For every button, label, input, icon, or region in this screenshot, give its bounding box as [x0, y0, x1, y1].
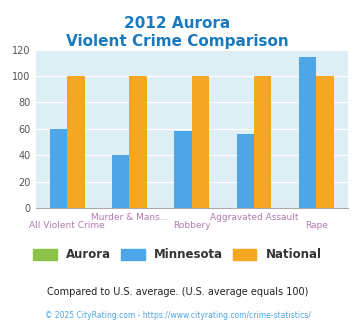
Text: Robbery: Robbery [173, 221, 211, 230]
Text: Murder & Mans...: Murder & Mans... [91, 213, 168, 222]
Text: Violent Crime Comparison: Violent Crime Comparison [66, 34, 289, 49]
Bar [236, 134, 254, 208]
Text: Aggravated Assault: Aggravated Assault [210, 213, 299, 222]
Text: © 2025 CityRating.com - https://www.cityrating.com/crime-statistics/: © 2025 CityRating.com - https://www.city… [45, 311, 310, 320]
Bar [316, 76, 334, 208]
Bar [174, 131, 192, 208]
Bar [130, 76, 147, 208]
Bar [254, 76, 272, 208]
Text: Compared to U.S. average. (U.S. average equals 100): Compared to U.S. average. (U.S. average … [47, 287, 308, 297]
Text: 2012 Aurora: 2012 Aurora [124, 16, 231, 31]
Bar [67, 76, 84, 208]
Text: Rape: Rape [305, 221, 328, 230]
Bar [192, 76, 209, 208]
Bar [112, 155, 130, 208]
Text: All Violent Crime: All Violent Crime [29, 221, 105, 230]
Bar [50, 129, 67, 208]
Bar [299, 57, 316, 208]
Legend: Aurora, Minnesota, National: Aurora, Minnesota, National [29, 244, 326, 266]
